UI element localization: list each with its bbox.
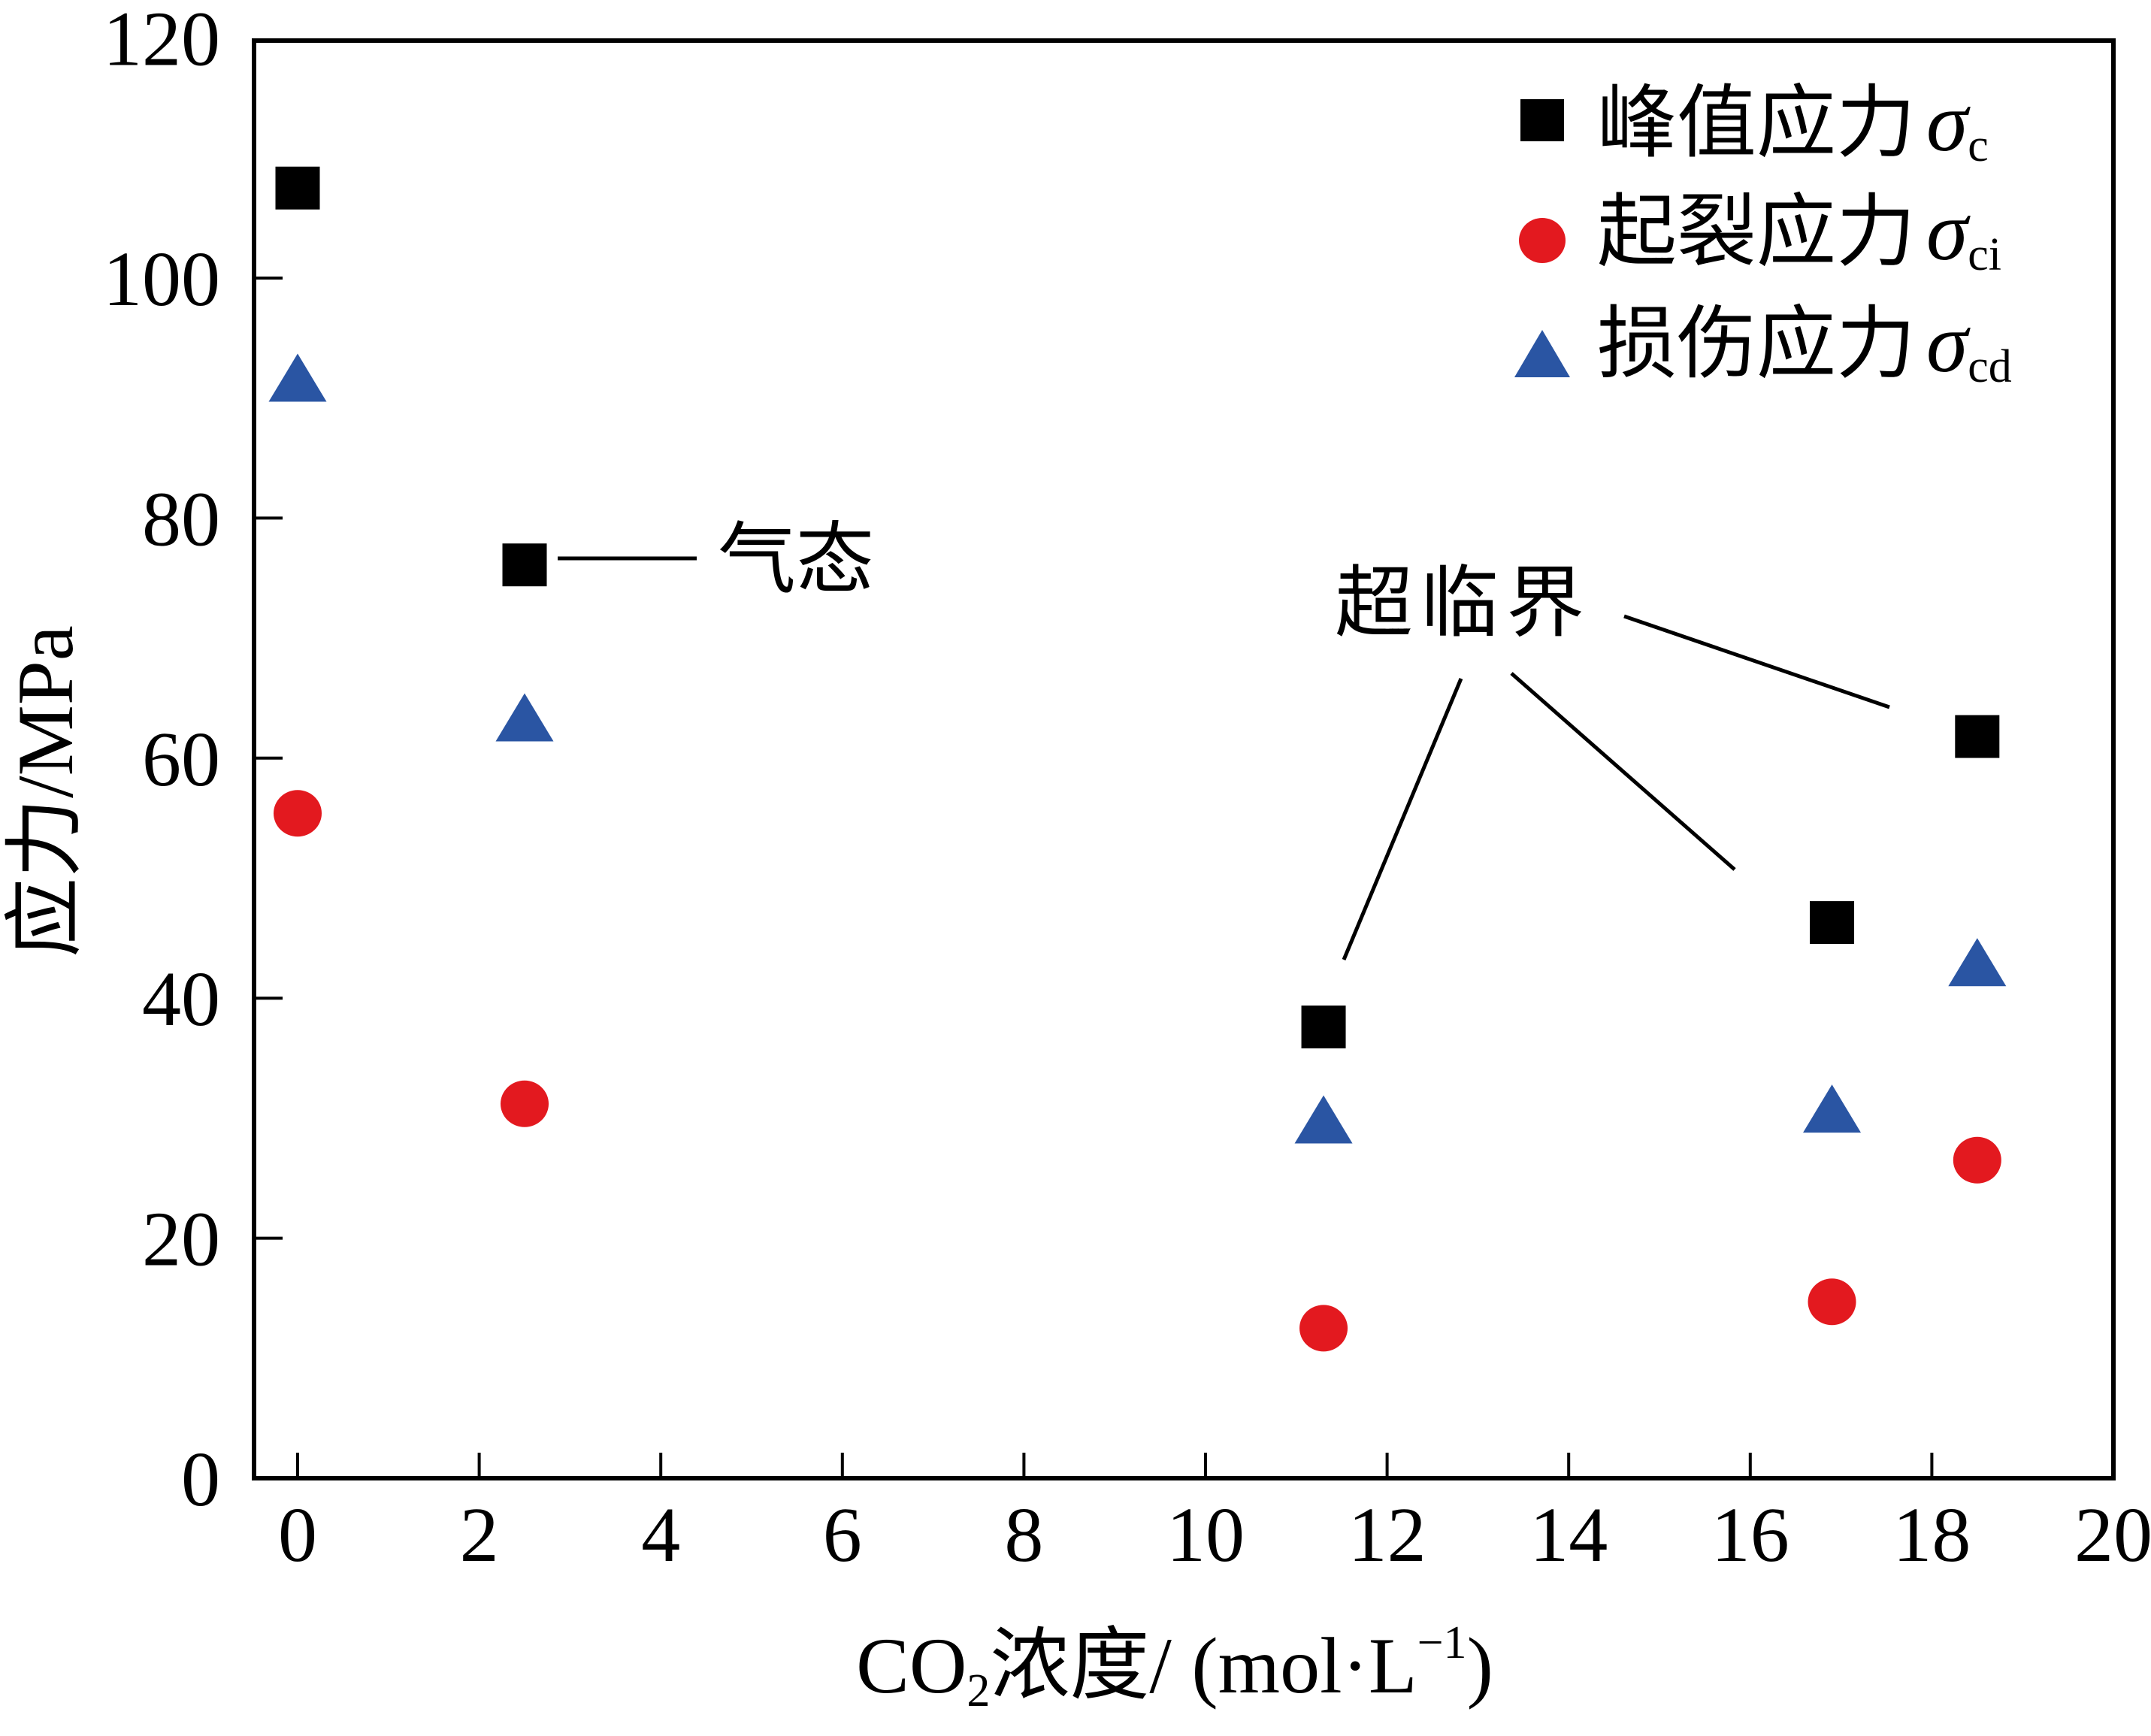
x-axis-title-close: ): [1467, 1622, 1493, 1710]
y-tick-label: 120: [103, 0, 220, 83]
legend-triangle-marker: [1514, 330, 1570, 377]
y-tick-label: 60: [142, 716, 220, 803]
legend: 峰值应力 σc 起裂应力 σci 损伤应力 σcd: [1514, 76, 2012, 392]
data-point-damage-triangle: [268, 353, 327, 402]
legend-label-subscript: c: [1968, 120, 1989, 171]
data-point-crack-initiation-circle: [1808, 1278, 1856, 1326]
legend-item-crack-initiation-stress: 起裂应力 σci: [1519, 185, 2001, 280]
legend-label-symbol: σ: [1926, 76, 1971, 169]
data-point-crack-initiation-circle: [274, 790, 322, 837]
legend-label-symbol: σ: [1926, 297, 1971, 390]
annotation-supercritical-label: 超临界: [1335, 561, 1584, 647]
x-axis-title-superscript: −1: [1417, 1617, 1467, 1668]
legend-label-symbol: σ: [1926, 185, 1971, 278]
legend-label-name: 起裂应力: [1597, 189, 1916, 277]
data-point-damage-triangle: [1294, 1095, 1353, 1144]
legend-label-subscript: ci: [1968, 229, 2001, 280]
legend-label: 损伤应力 σcd: [1597, 297, 2012, 392]
legend-item-peak-stress: 峰值应力 σc: [1520, 76, 1989, 171]
legend-label-name: 损伤应力: [1597, 301, 1916, 389]
x-axis-title-subscript: 2: [967, 1665, 990, 1716]
x-tick-label: 2: [460, 1492, 499, 1578]
data-point-crack-initiation-circle: [1953, 1136, 2001, 1184]
data-point-damage-triangle: [495, 693, 554, 742]
data-point-peak-square: [1955, 715, 2000, 758]
y-tick-label: 20: [142, 1196, 220, 1283]
y-axis-title: 应力/MPa: [2, 625, 89, 957]
x-tick-label: 18: [1892, 1492, 1971, 1578]
legend-circle-marker: [1519, 218, 1566, 263]
legend-label-subscript: cd: [1968, 341, 2012, 392]
legend-label: 峰值应力 σc: [1597, 76, 1989, 171]
plot-frame: [252, 38, 2116, 1480]
legend-label: 起裂应力 σci: [1597, 185, 2001, 280]
x-tick-label: 6: [823, 1492, 862, 1578]
x-tick-label: 14: [1529, 1492, 1608, 1578]
y-tick-label: 80: [142, 476, 220, 562]
y-tick-label: 40: [142, 956, 220, 1042]
annotation-gaseous-label: 气态: [718, 517, 874, 603]
x-tick-label: 16: [1711, 1492, 1789, 1578]
legend-item-damage-stress: 损伤应力 σcd: [1514, 297, 2012, 392]
x-tick-label: 12: [1348, 1492, 1426, 1578]
data-point-damage-triangle: [1803, 1084, 1862, 1133]
x-axis-title-main: CO: [856, 1622, 967, 1710]
data-markers: [268, 166, 2007, 1352]
legend-label-name: 峰值应力: [1597, 80, 1916, 168]
y-tick-label: 0: [181, 1436, 220, 1523]
x-tick-label: 10: [1166, 1492, 1245, 1578]
annotation-gaseous: 气态: [558, 517, 874, 603]
annotation-supercritical: 超临界: [1335, 561, 1890, 960]
annotation-supercritical-leader-line: [1342, 678, 1463, 960]
tick-labels: 0 2 4 6 8 10 12 14 16 18 20 0 20 40 60 80 100 120: [103, 0, 2151, 1578]
data-point-peak-square: [1810, 901, 1855, 945]
x-axis-title-rest: 浓度/ (mol·L: [990, 1622, 1417, 1710]
data-point-peak-square: [1301, 1006, 1346, 1049]
ticks: [254, 277, 1934, 1478]
data-point-crack-initiation-circle: [1299, 1305, 1348, 1352]
x-tick-label: 0: [278, 1492, 317, 1578]
y-tick-label: 100: [103, 236, 220, 322]
data-point-crack-initiation-circle: [501, 1080, 549, 1127]
annotation-supercritical-leader-line: [1623, 614, 1890, 709]
x-tick-label: 20: [2074, 1492, 2151, 1578]
data-point-peak-square: [502, 543, 547, 587]
x-tick-label: 4: [641, 1492, 680, 1578]
data-point-peak-square: [275, 166, 320, 210]
x-axis-title: CO2浓度/ (mol·L−1): [856, 1617, 1493, 1716]
annotation-supercritical-leader-line: [1510, 672, 1736, 871]
data-point-damage-triangle: [1948, 938, 2007, 987]
legend-square-marker: [1520, 99, 1564, 141]
x-tick-label: 8: [1004, 1492, 1043, 1578]
